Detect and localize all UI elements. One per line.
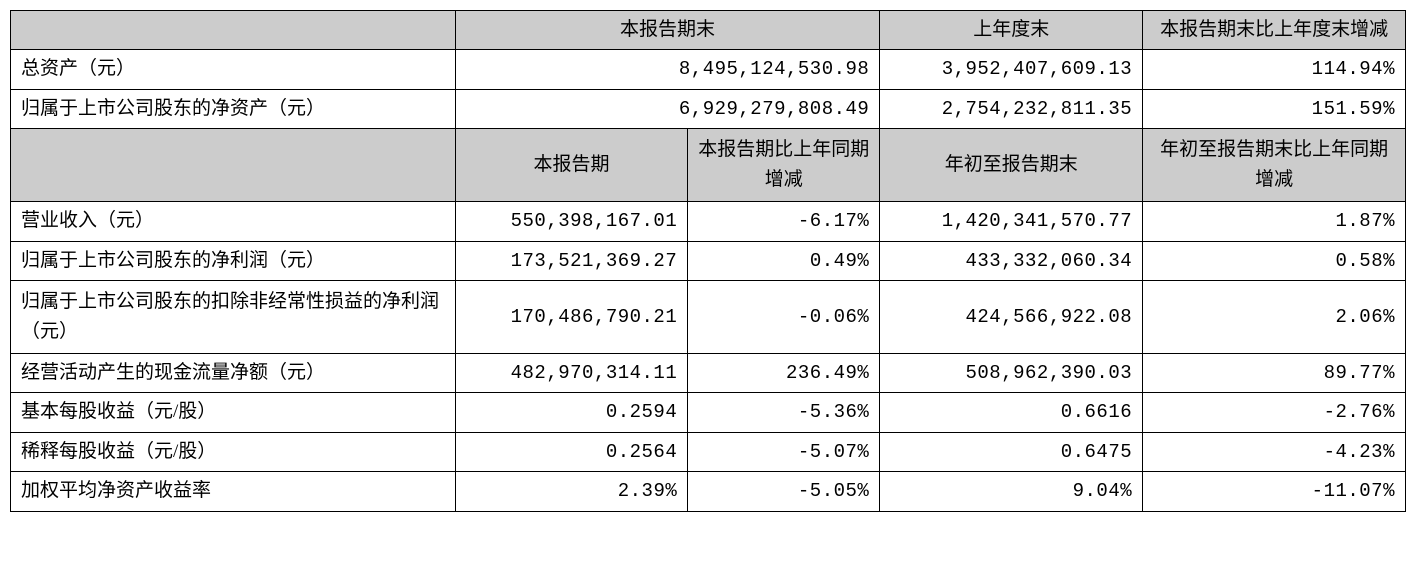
cell-value: 0.49% <box>688 241 880 280</box>
cell-value: 2.06% <box>1143 280 1406 353</box>
cell-value: 236.49% <box>688 353 880 392</box>
header-col-change: 本报告期末比上年度末增减 <box>1143 11 1406 50</box>
cell-value: -2.76% <box>1143 393 1406 432</box>
cell-value: 0.58% <box>1143 241 1406 280</box>
cell-value: 9.04% <box>880 472 1143 511</box>
header-col-period: 本报告期 <box>455 129 687 202</box>
row-label: 经营活动产生的现金流量净额（元） <box>11 353 456 392</box>
table-header-row-2: 本报告期 本报告期比上年同期增减 年初至报告期末 年初至报告期末比上年同期增减 <box>11 129 1406 202</box>
cell-value: 0.6475 <box>880 432 1143 471</box>
cell-value: 2.39% <box>455 472 687 511</box>
cell-value: 1.87% <box>1143 202 1406 241</box>
cell-value: -6.17% <box>688 202 880 241</box>
cell-value: 0.2564 <box>455 432 687 471</box>
table-row: 加权平均净资产收益率 2.39% -5.05% 9.04% -11.07% <box>11 472 1406 511</box>
table-row: 稀释每股收益（元/股） 0.2564 -5.07% 0.6475 -4.23% <box>11 432 1406 471</box>
table-row: 归属于上市公司股东的扣除非经常性损益的净利润（元） 170,486,790.21… <box>11 280 1406 353</box>
row-label: 基本每股收益（元/股） <box>11 393 456 432</box>
row-label: 归属于上市公司股东的扣除非经常性损益的净利润（元） <box>11 280 456 353</box>
table-row: 归属于上市公司股东的净利润（元） 173,521,369.27 0.49% 43… <box>11 241 1406 280</box>
cell-value: 3,952,407,609.13 <box>880 50 1143 89</box>
table-row: 归属于上市公司股东的净资产（元） 6,929,279,808.49 2,754,… <box>11 89 1406 128</box>
cell-value: 8,495,124,530.98 <box>455 50 880 89</box>
header-col-ytd: 年初至报告期末 <box>880 129 1143 202</box>
row-label: 归属于上市公司股东的净资产（元） <box>11 89 456 128</box>
cell-value: 482,970,314.11 <box>455 353 687 392</box>
table-row: 经营活动产生的现金流量净额（元） 482,970,314.11 236.49% … <box>11 353 1406 392</box>
table-row: 总资产（元） 8,495,124,530.98 3,952,407,609.13… <box>11 50 1406 89</box>
cell-value: 114.94% <box>1143 50 1406 89</box>
cell-value: 508,962,390.03 <box>880 353 1143 392</box>
cell-value: 2,754,232,811.35 <box>880 89 1143 128</box>
cell-value: 0.2594 <box>455 393 687 432</box>
header-col-prev-end: 上年度末 <box>880 11 1143 50</box>
cell-value: 550,398,167.01 <box>455 202 687 241</box>
header-col-current-end: 本报告期末 <box>455 11 880 50</box>
cell-value: -5.05% <box>688 472 880 511</box>
cell-value: 1,420,341,570.77 <box>880 202 1143 241</box>
cell-value: 89.77% <box>1143 353 1406 392</box>
row-label: 总资产（元） <box>11 50 456 89</box>
financial-table: 本报告期末 上年度末 本报告期末比上年度末增减 总资产（元） 8,495,124… <box>10 10 1406 512</box>
cell-value: 151.59% <box>1143 89 1406 128</box>
header-col-period-change: 本报告期比上年同期增减 <box>688 129 880 202</box>
cell-value: -5.07% <box>688 432 880 471</box>
table-row: 营业收入（元） 550,398,167.01 -6.17% 1,420,341,… <box>11 202 1406 241</box>
row-label: 加权平均净资产收益率 <box>11 472 456 511</box>
cell-value: -11.07% <box>1143 472 1406 511</box>
cell-value: -5.36% <box>688 393 880 432</box>
cell-value: 6,929,279,808.49 <box>455 89 880 128</box>
row-label: 稀释每股收益（元/股） <box>11 432 456 471</box>
header-col-ytd-change: 年初至报告期末比上年同期增减 <box>1143 129 1406 202</box>
header-blank-1 <box>11 11 456 50</box>
cell-value: -0.06% <box>688 280 880 353</box>
cell-value: 173,521,369.27 <box>455 241 687 280</box>
header-blank-2 <box>11 129 456 202</box>
table-row: 基本每股收益（元/股） 0.2594 -5.36% 0.6616 -2.76% <box>11 393 1406 432</box>
cell-value: 0.6616 <box>880 393 1143 432</box>
cell-value: -4.23% <box>1143 432 1406 471</box>
table-header-row-1: 本报告期末 上年度末 本报告期末比上年度末增减 <box>11 11 1406 50</box>
row-label: 营业收入（元） <box>11 202 456 241</box>
cell-value: 433,332,060.34 <box>880 241 1143 280</box>
row-label: 归属于上市公司股东的净利润（元） <box>11 241 456 280</box>
cell-value: 424,566,922.08 <box>880 280 1143 353</box>
cell-value: 170,486,790.21 <box>455 280 687 353</box>
